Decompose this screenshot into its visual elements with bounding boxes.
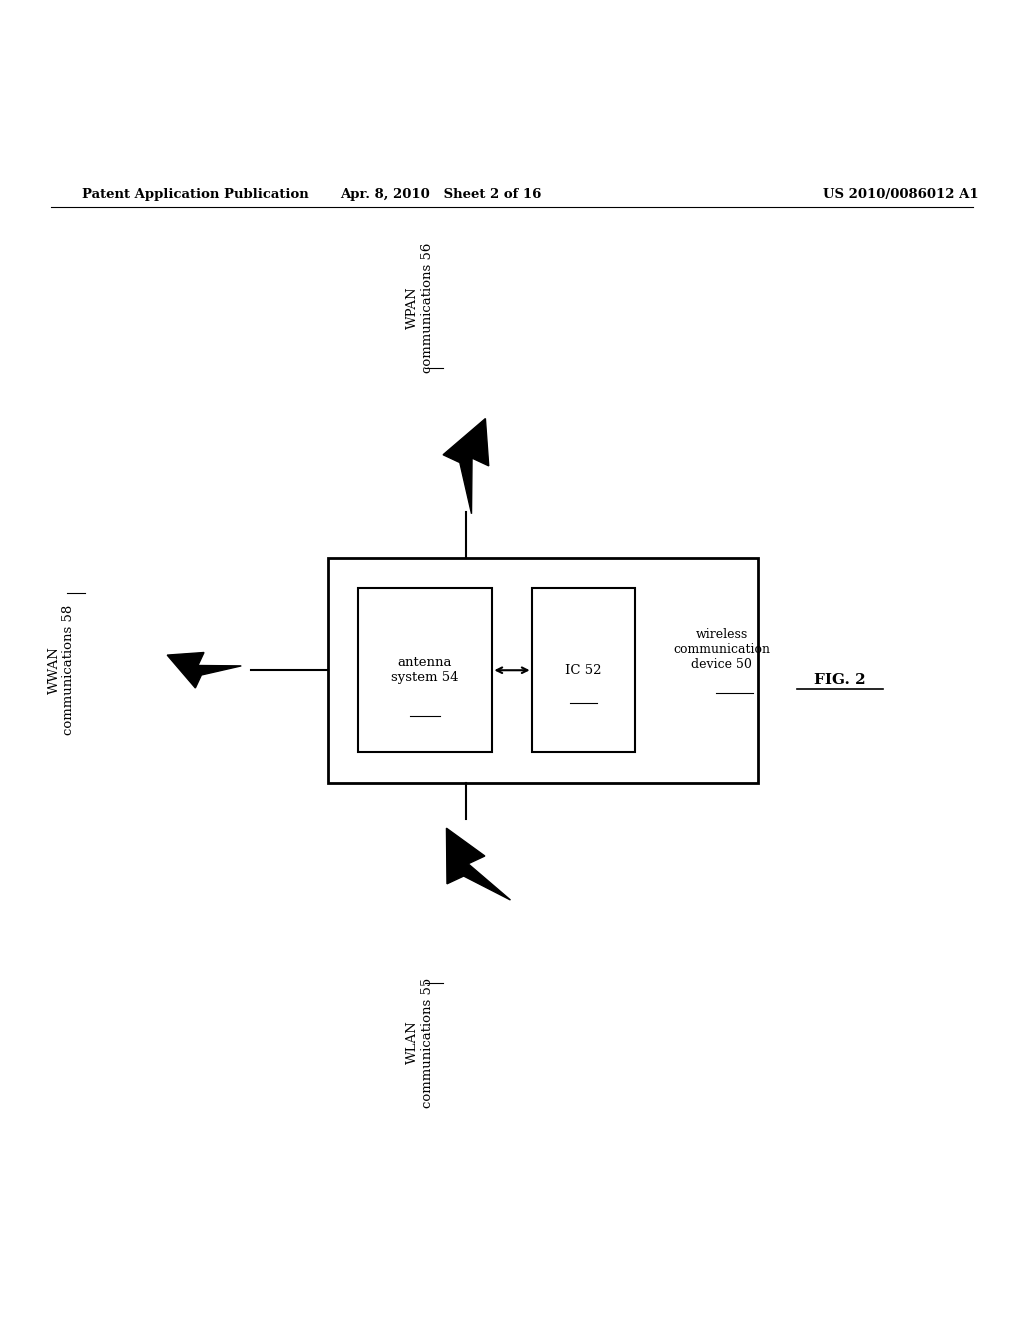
Text: IC 52: IC 52 — [565, 664, 602, 677]
FancyBboxPatch shape — [532, 589, 635, 752]
Text: wireless
communication
device 50: wireless communication device 50 — [674, 628, 770, 672]
FancyBboxPatch shape — [358, 589, 492, 752]
FancyBboxPatch shape — [328, 557, 758, 783]
Text: FIG. 2: FIG. 2 — [814, 673, 865, 688]
Polygon shape — [446, 828, 510, 900]
Polygon shape — [167, 652, 242, 688]
Text: WWAN
communications 58: WWAN communications 58 — [47, 605, 76, 735]
Text: Apr. 8, 2010   Sheet 2 of 16: Apr. 8, 2010 Sheet 2 of 16 — [340, 187, 541, 201]
Text: WPAN
communications 56: WPAN communications 56 — [406, 243, 434, 374]
Text: Patent Application Publication: Patent Application Publication — [82, 187, 308, 201]
Text: antenna
system 54: antenna system 54 — [391, 656, 459, 684]
Polygon shape — [443, 418, 488, 513]
Text: US 2010/0086012 A1: US 2010/0086012 A1 — [823, 187, 979, 201]
Text: WLAN
communications 55: WLAN communications 55 — [406, 977, 434, 1107]
